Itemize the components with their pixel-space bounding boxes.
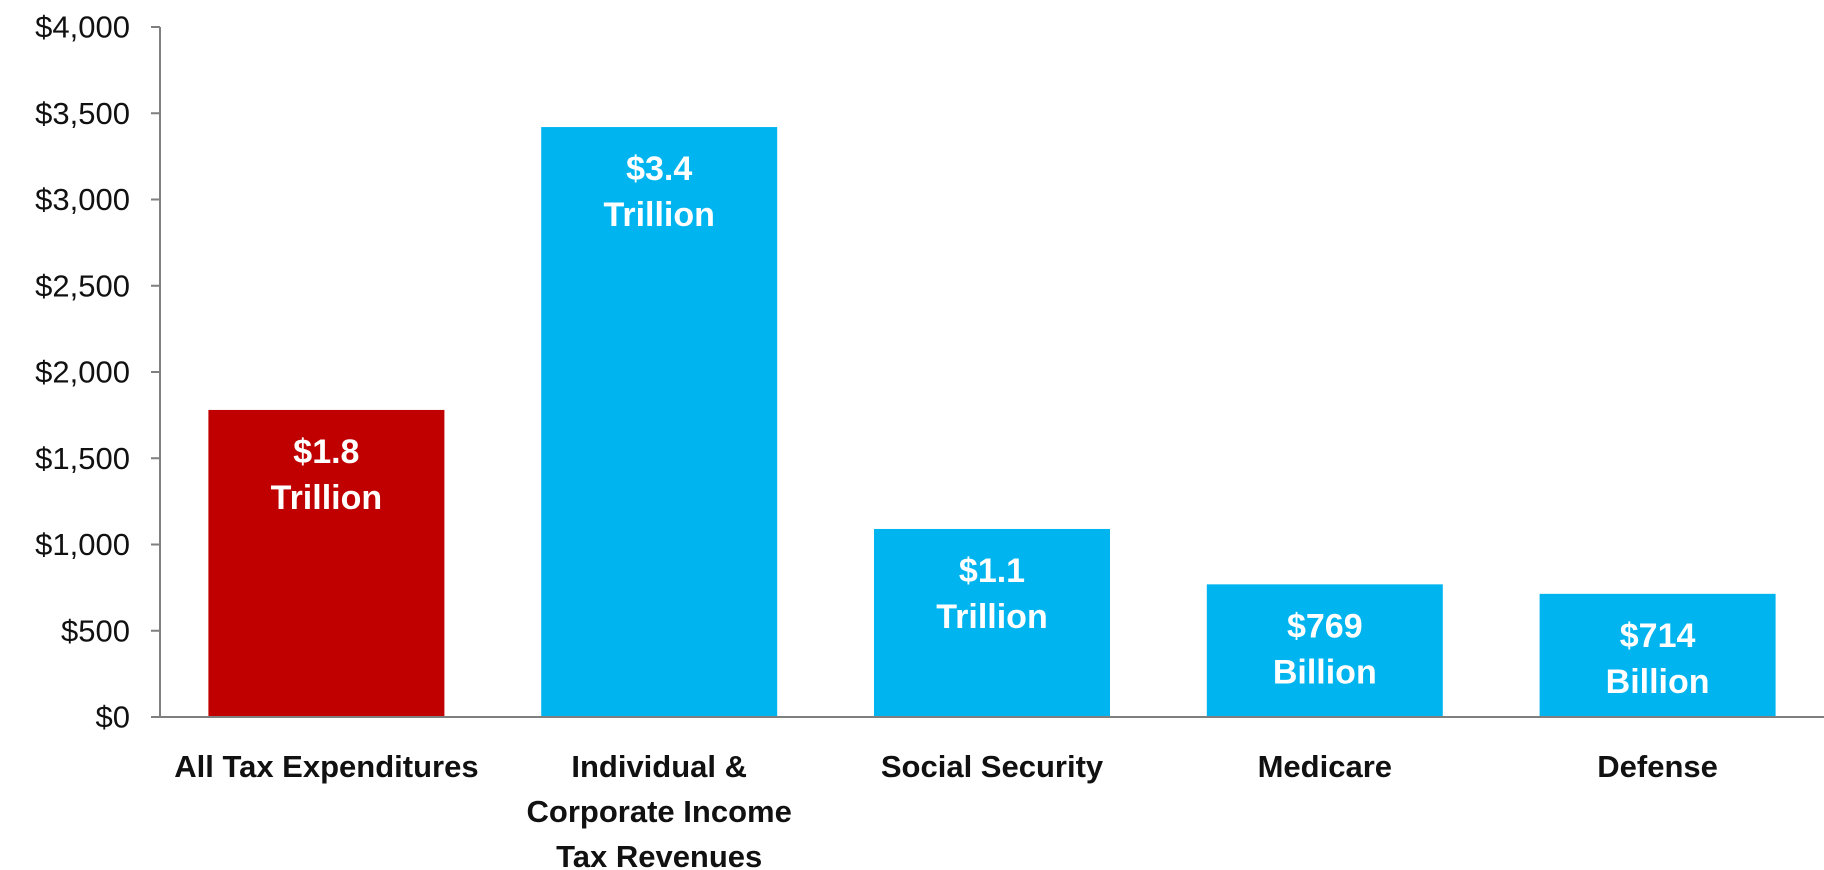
y-tick-label: $4,000	[35, 10, 130, 45]
x-tick-label: Social Security	[881, 749, 1104, 784]
data-labels: $1.8 Trillion $3.4 Trillion $1.1 Trillion $769…	[271, 150, 1710, 701]
y-tick-label: $0	[96, 700, 130, 735]
x-tick-label: All Tax Expenditures	[174, 749, 478, 784]
bar	[1539, 593, 1776, 717]
bars	[208, 127, 1776, 718]
y-axis-ticks: $0 $500 $1,000 $1,500 $2,000 $2,500 $3,000 $3,5…	[35, 10, 160, 735]
y-tick-label: $3,500	[35, 96, 130, 131]
bar-value-label: $1.8 Trillion	[271, 433, 382, 517]
x-axis-labels: All Tax Expenditures Individual & Corporat…	[174, 749, 1718, 870]
y-tick-label: $500	[61, 613, 130, 648]
bar	[874, 528, 1110, 717]
bar-value-label: $769 Billion	[1273, 607, 1377, 691]
bar-value-label: $714 Billion	[1606, 617, 1710, 701]
y-tick-label: $2,500	[35, 268, 130, 303]
bar	[541, 127, 778, 718]
y-tick-label: $1,500	[35, 441, 130, 476]
x-tick-label: Individual & Corporate Income Tax Revenues	[527, 749, 792, 870]
y-tick-label: $2,000	[35, 355, 130, 390]
bar-value-label: $3.4 Trillion	[603, 150, 714, 234]
bar-value-label: $1.1 Trillion	[936, 552, 1047, 636]
axes	[151, 27, 1824, 718]
y-tick-label: $1,000	[35, 527, 130, 562]
x-tick-label: Medicare	[1258, 749, 1392, 784]
bar	[208, 409, 445, 717]
bar	[1206, 584, 1443, 717]
y-tick-label: $3,000	[35, 182, 130, 217]
x-tick-label: Defense	[1597, 749, 1718, 784]
